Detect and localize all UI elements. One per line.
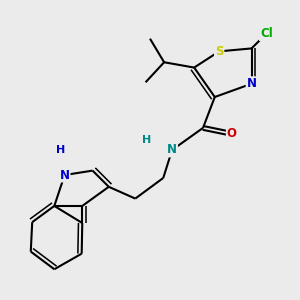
Text: Cl: Cl [260,27,273,40]
Text: N: N [60,169,70,182]
Text: N: N [167,143,177,157]
Text: N: N [247,77,256,90]
Text: H: H [56,145,65,155]
Text: H: H [142,135,152,145]
Text: O: O [227,127,237,140]
Text: S: S [215,45,224,58]
